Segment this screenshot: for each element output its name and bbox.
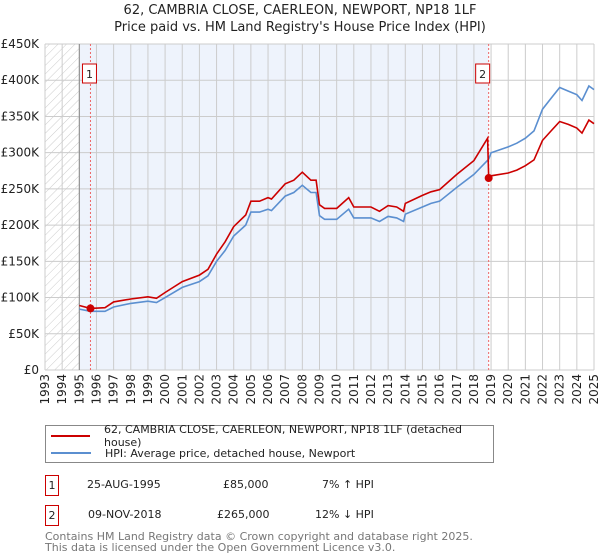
sale-badge xyxy=(81,63,97,84)
x-tick-label: 2024 xyxy=(570,374,584,405)
sale-point xyxy=(86,304,95,313)
legend-label-hpi: HPI: Average price, detached house, Newp… xyxy=(105,446,356,460)
footer: Contains HM Land Registry data © Crown c… xyxy=(45,531,473,553)
y-tick-label: £300K xyxy=(1,146,41,160)
x-tick-label: 2008 xyxy=(295,374,309,405)
x-tick-label: 2025 xyxy=(587,374,600,405)
price-chart: £0 £50K £100K £150K £200K £250K £300K £350K £400… xyxy=(1,37,600,405)
y-tick-label: £200K xyxy=(1,218,41,232)
ownership-shade xyxy=(79,44,489,370)
transaction-date: 25-AUG-1995 xyxy=(87,478,161,491)
chart-title: 62, CAMBRIA CLOSE, CAERLEON, NEWPORT, NP… xyxy=(123,3,477,18)
legend-item-hpi: HPI: Average price, detached house, Newp… xyxy=(46,445,355,461)
x-tick-label: 2003 xyxy=(210,374,224,405)
x-tick-label: 2014 xyxy=(398,374,412,405)
x-tick-label: 2000 xyxy=(158,374,172,405)
x-tick-label: 1998 xyxy=(124,374,138,405)
y-tick-label: £400K xyxy=(1,73,41,87)
x-tick-label: 2002 xyxy=(192,374,206,405)
x-tick-label: 2011 xyxy=(347,374,361,405)
x-tick-label: 2017 xyxy=(450,374,464,405)
transaction-badge: 2 xyxy=(45,505,59,526)
transaction-row: 1 25-AUG-1995 £85,000 7% ↑ HPI xyxy=(45,475,445,496)
transaction-hpi-diff: 7% ↑ HPI xyxy=(322,478,374,491)
legend-swatch-hpi xyxy=(51,452,91,454)
x-tick-label: 2021 xyxy=(518,374,532,405)
x-tick-label: 2010 xyxy=(330,374,344,405)
chart-subtitle: Price paid vs. HM Land Registry's House … xyxy=(114,20,486,35)
x-tick-label: 1995 xyxy=(72,374,86,405)
x-tick-label: 2013 xyxy=(381,374,395,405)
property-price-line xyxy=(79,118,595,310)
legend: 62, CAMBRIA CLOSE, CAERLEON, NEWPORT, NP… xyxy=(45,423,494,463)
footer-copyright: Contains HM Land Registry data © Crown c… xyxy=(45,530,473,543)
legend-label-property: 62, CAMBRIA CLOSE, CAERLEON, NEWPORT, NP… xyxy=(104,423,462,449)
x-tick-label: 1999 xyxy=(141,374,155,405)
x-tick-label: 2005 xyxy=(244,374,258,405)
legend-swatch-property xyxy=(51,435,90,437)
x-tick-label: 2016 xyxy=(433,374,447,405)
footer-licence: This data is licensed under the Open Gov… xyxy=(45,541,396,554)
x-tick-label: 2018 xyxy=(467,374,481,405)
sale-badge xyxy=(475,63,491,84)
transaction-price: £265,000 xyxy=(217,508,270,521)
x-tick-label: 1994 xyxy=(55,374,69,405)
x-tick-label: 2009 xyxy=(313,374,327,405)
transaction-badge: 1 xyxy=(45,475,59,496)
y-tick-label: £0 xyxy=(24,363,39,377)
x-tick-label: 2020 xyxy=(501,374,515,405)
x-tick-label: 1997 xyxy=(107,374,121,405)
x-tick-label: 2019 xyxy=(484,374,498,405)
y-tick-label: £350K xyxy=(1,109,41,123)
transaction-hpi-diff: 12% ↓ HPI xyxy=(315,508,374,521)
sale-badge-label: 1 xyxy=(86,68,93,81)
transaction-date: 09-NOV-2018 xyxy=(88,508,162,521)
x-tick-label: 2015 xyxy=(415,374,429,405)
hpi-line xyxy=(79,84,595,313)
y-tick-label: £450K xyxy=(1,37,41,51)
x-tick-label: 2012 xyxy=(364,374,378,405)
x-tick-label: 2023 xyxy=(553,374,567,405)
x-tick-label: 1996 xyxy=(89,374,103,405)
x-tick-label: 2006 xyxy=(261,374,275,405)
sale-point xyxy=(484,174,493,183)
x-tick-label: 2022 xyxy=(536,374,550,405)
x-tick-label: 1993 xyxy=(38,374,52,405)
y-tick-label: £250K xyxy=(1,182,41,196)
y-tick-label: £50K xyxy=(8,327,40,341)
transaction-row: 2 09-NOV-2018 £265,000 12% ↓ HPI xyxy=(45,505,445,526)
y-tick-label: £150K xyxy=(1,254,41,268)
x-tick-label: 2007 xyxy=(278,374,292,405)
x-tick-label: 2001 xyxy=(175,374,189,405)
sale-badge-label: 2 xyxy=(479,68,486,81)
transaction-price: £85,000 xyxy=(223,478,269,491)
x-tick-label: 2004 xyxy=(227,374,241,405)
y-tick-label: £100K xyxy=(1,291,41,305)
legend-item-property: 62, CAMBRIA CLOSE, CAERLEON, NEWPORT, NP… xyxy=(46,423,493,449)
